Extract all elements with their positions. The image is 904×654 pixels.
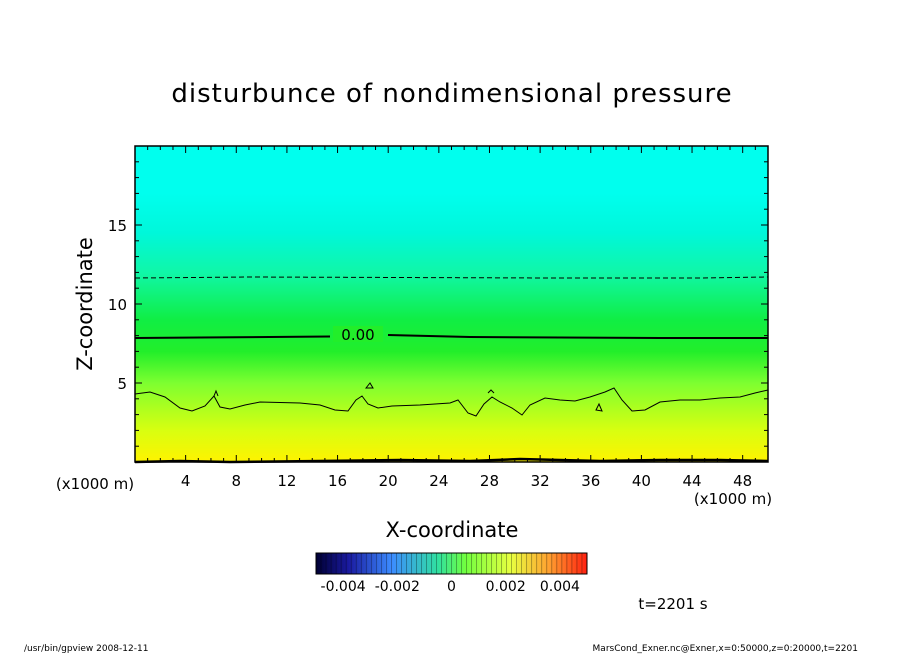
- x-tick-label: 20: [379, 472, 398, 490]
- contour-bump: [595, 402, 603, 412]
- contour-bump: [487, 389, 495, 394]
- chart-title: disturbunce of nondimensional pressure: [171, 79, 732, 109]
- y-tick-label: 10: [108, 296, 127, 314]
- y-axis-ticks: [135, 161, 768, 447]
- x-tick-label: 4: [181, 472, 191, 490]
- x-tick-label: 48: [733, 472, 752, 490]
- x-tick-labels: 4 8 12 16 20 24 28 32 36 40 44 48: [181, 472, 752, 490]
- x-axis-ticks: [147, 146, 756, 462]
- colorbar-stripes: [320, 553, 583, 574]
- colorbar-tick-label: -0.002: [375, 579, 420, 595]
- x-tick-label: 12: [277, 472, 296, 490]
- colorbar-tick-label: 0.004: [540, 579, 580, 595]
- heatmap-field: [135, 146, 768, 462]
- colorbar-labels: -0.004 -0.002 0 0.002 0.004: [321, 579, 580, 595]
- contour-bump: [364, 382, 374, 389]
- x-unit-left: (x1000 m): [56, 475, 134, 493]
- x-tick-label: 28: [480, 472, 499, 490]
- x-axis-label: X-coordinate: [386, 518, 519, 542]
- colorbar-tick-label: 0.002: [486, 579, 526, 595]
- footer-left: /usr/bin/gpview 2008-12-11: [24, 644, 148, 654]
- x-tick-label: 36: [581, 472, 600, 490]
- x-tick-label: 44: [682, 472, 701, 490]
- y-tick-label: 5: [117, 375, 127, 393]
- contour-zero: [134, 334, 768, 339]
- x-tick-label: 32: [531, 472, 550, 490]
- x-tick-label: 40: [632, 472, 651, 490]
- x-unit-right: (x1000 m): [694, 490, 772, 508]
- x-tick-label: 8: [232, 472, 242, 490]
- contour-thin: [134, 387, 769, 417]
- footer-right: MarsCond_Exner.nc@Exner,x=0:50000,z=0:20…: [593, 644, 858, 654]
- colorbar-tick-label: -0.004: [321, 579, 366, 595]
- contour-label: 0.00: [341, 326, 374, 344]
- contour-dashed: [134, 276, 769, 279]
- y-tick-label: 15: [108, 217, 127, 235]
- x-tick-label: 24: [429, 472, 448, 490]
- y-tick-labels: 5 10 15: [108, 217, 127, 393]
- x-tick-label: 16: [328, 472, 347, 490]
- colorbar-tick-label: 0: [447, 579, 456, 595]
- y-axis-label: Z-coordinate: [73, 237, 97, 371]
- time-label: t=2201 s: [638, 595, 707, 613]
- contour-bump: [213, 389, 219, 397]
